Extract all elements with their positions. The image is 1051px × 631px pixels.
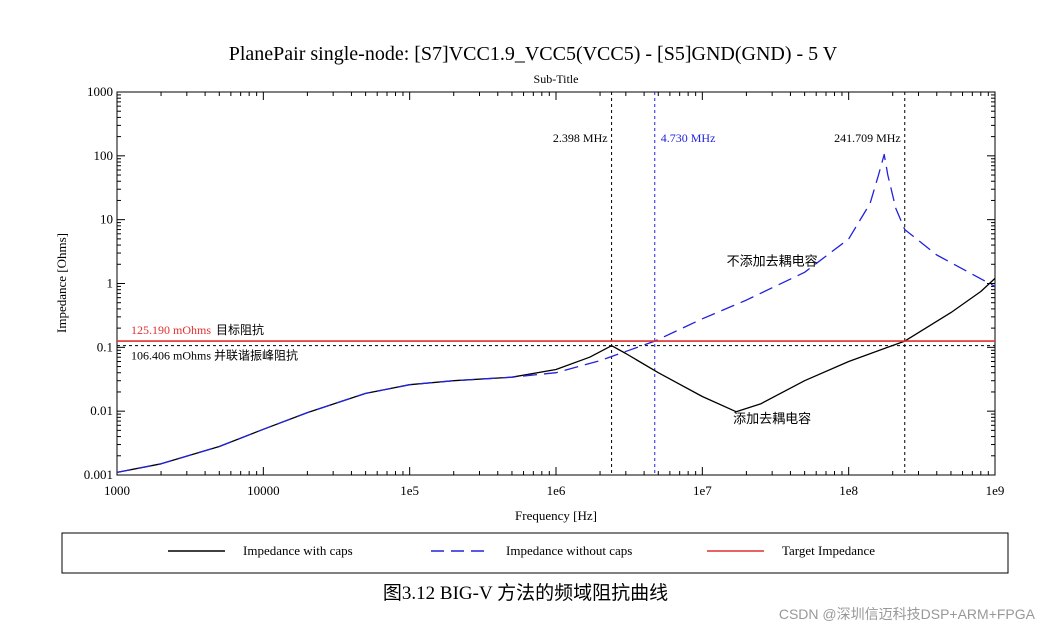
y-tick-label: 0.001: [84, 467, 113, 482]
y-tick-label: 0.01: [90, 403, 113, 418]
y-tick-label: 1: [107, 276, 114, 291]
y-tick-label: 10: [100, 212, 113, 227]
x-tick-label: 1e6: [547, 483, 566, 498]
x-tick-label: 10000: [247, 483, 280, 498]
chart-title: PlanePair single-node: [S7]VCC1.9_VCC5(V…: [229, 43, 838, 65]
target-impedance-label: 125.190 mOhms 目标阻抗: [131, 322, 264, 337]
plot-frame: [116, 91, 996, 476]
resonance-impedance-label: 106.406 mOhms 并联谐振峰阻抗: [131, 348, 298, 363]
y-axis-label: Impedance [Ohms]: [54, 233, 69, 333]
target-impedance-name: 目标阻抗: [216, 322, 264, 337]
legend-label-1: Impedance without caps: [506, 543, 632, 558]
curve-annotation: 不添加去耦电容: [727, 254, 818, 270]
chart-labels: 106.406 mOhms 并联谐振峰阻抗 2.398 MHz 4.730 MHz 2…: [131, 131, 901, 427]
y-tick-label: 100: [94, 148, 114, 163]
x-tick-label: 1e8: [839, 483, 858, 498]
y-tick-label: 1000: [87, 84, 113, 99]
x-tick-label: 1e7: [693, 483, 712, 498]
figure-caption: 图3.12 BIG-V 方法的频域阻抗曲线: [382, 583, 669, 604]
impedance-chart: PlanePair single-node: [S7]VCC1.9_VCC5(V…: [54, 43, 1009, 574]
legend-box: [61, 532, 1009, 574]
curve-annotation: 添加去耦电容: [733, 411, 811, 427]
frequency-marker-label: 4.730 MHz: [661, 131, 716, 145]
target-impedance-value: 125.190 mOhms: [131, 323, 211, 337]
watermark: CSDN @深圳信迈科技DSP+ARM+FPGA: [778, 606, 1035, 622]
axis-ticks: 1000 10000 1e5 1e6 1e7 1e8 1e9 0.001 0.01 0.1 1 10 1…: [84, 84, 1005, 498]
chart-subtitle: Sub-Title: [534, 72, 579, 86]
x-axis-label: Frequency [Hz]: [515, 508, 597, 523]
y-tick-label: 0.1: [97, 339, 113, 354]
x-tick-label: 1000: [104, 483, 130, 498]
legend-label-2: Target Impedance: [782, 543, 875, 558]
legend: Impedance with caps Impedance without cap…: [168, 543, 875, 558]
series-line-1: [116, 153, 996, 474]
frequency-marker-label: 241.709 MHz: [834, 131, 901, 145]
series-line-0: [116, 277, 996, 474]
reference-lines: [117, 92, 995, 475]
x-tick-label: 1e9: [986, 483, 1005, 498]
legend-label-0: Impedance with caps: [243, 543, 353, 558]
frequency-marker-label: 2.398 MHz: [553, 131, 608, 145]
x-tick-label: 1e5: [400, 483, 419, 498]
series-lines: [116, 153, 996, 474]
